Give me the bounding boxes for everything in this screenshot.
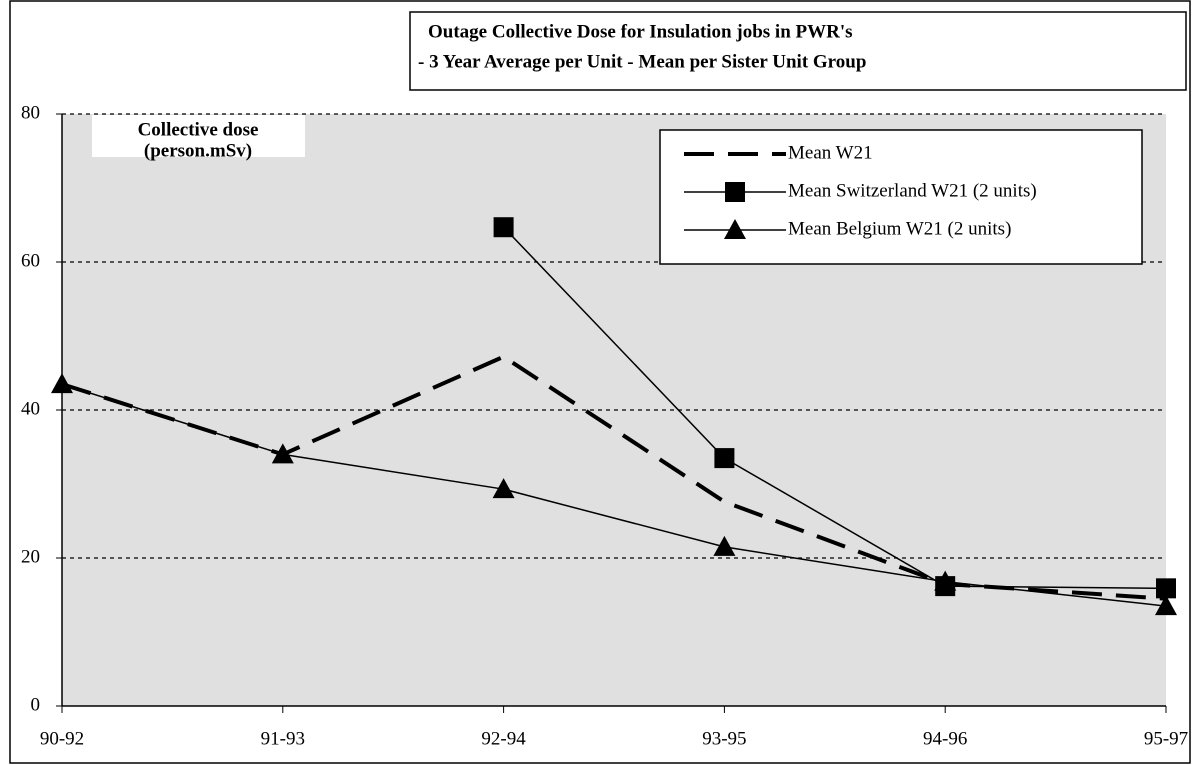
marker <box>724 219 746 239</box>
x-tick-label: 93-95 <box>702 728 746 749</box>
y-tick-label: 20 <box>21 546 40 567</box>
y-tick-label: 60 <box>21 250 40 271</box>
x-tick-label: 90-92 <box>40 728 84 749</box>
marker <box>1156 578 1176 599</box>
legend-label: Mean Switzerland W21 (2 units) <box>788 180 1037 201</box>
chart-subtitle: - 3 Year Average per Unit - Mean per Sis… <box>418 51 866 72</box>
marker <box>934 570 957 591</box>
x-tick-label: 92-94 <box>481 728 526 749</box>
series-line <box>61 383 1167 607</box>
marker <box>271 443 294 464</box>
marker <box>725 182 745 202</box>
x-tick-label: 94-96 <box>923 728 967 749</box>
y-tick-label: 40 <box>21 398 40 419</box>
x-tick-label: 91-93 <box>261 728 305 749</box>
y-label-box <box>92 115 305 157</box>
marker <box>492 478 515 499</box>
chart-title: Outage Collective Dose for Insulation jo… <box>428 21 853 42</box>
marker <box>1155 595 1177 616</box>
marker <box>493 217 514 238</box>
y-axis-label: Collective dose <box>138 119 259 140</box>
legend-label: Mean W21 <box>788 142 873 163</box>
y-axis-label: (person.mSv) <box>144 140 252 161</box>
y-tick-label: 0 <box>31 694 41 715</box>
title-box <box>409 11 1187 91</box>
marker <box>51 373 73 394</box>
series-line <box>503 226 1167 590</box>
legend-label: Mean Belgium W21 (2 units) <box>788 218 1011 239</box>
x-tick-label: 95-97 <box>1144 728 1188 749</box>
y-tick-label: 80 <box>21 102 40 123</box>
marker <box>713 535 736 556</box>
marker <box>714 448 735 469</box>
